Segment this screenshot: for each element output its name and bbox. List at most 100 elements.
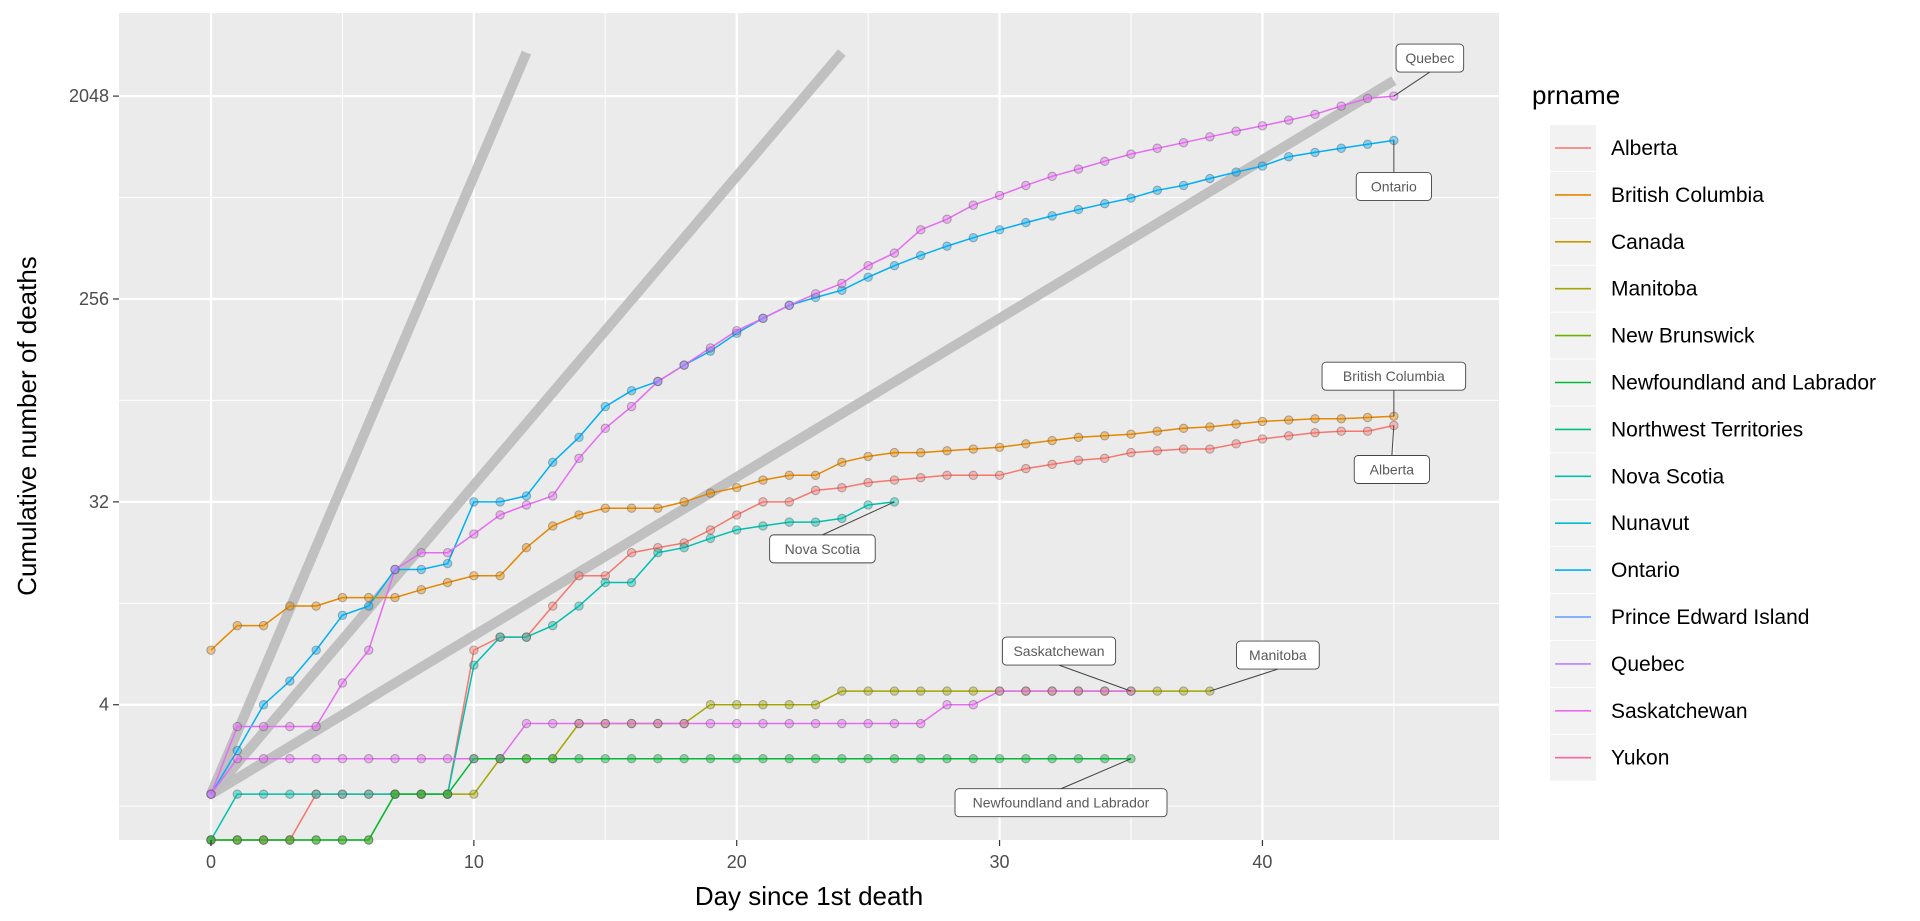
- point-british-columbia: [1284, 415, 1294, 425]
- series-line-ontario: [210, 139, 1395, 795]
- x-axis: 0 10 20 30 40: [206, 840, 1272, 872]
- point-newfoundland-and-labrador: [364, 835, 374, 845]
- point-ontario: [232, 745, 242, 756]
- point-newfoundland-and-labrador: [626, 754, 637, 764]
- point-saskatchewan: [311, 754, 321, 764]
- callout-leader: [822, 501, 895, 536]
- point-quebec: [889, 248, 900, 258]
- point-ontario: [521, 491, 532, 501]
- point-newfoundland-and-labrador: [285, 835, 295, 845]
- point-quebec: [810, 289, 821, 299]
- callout-ontario: Ontario: [1355, 140, 1432, 201]
- point-nova-scotia: [863, 500, 873, 510]
- point-ontario: [416, 564, 426, 575]
- point-newfoundland-and-labrador: [416, 789, 426, 799]
- point-saskatchewan: [863, 718, 873, 729]
- point-quebec: [916, 225, 926, 235]
- point-manitoba: [810, 700, 821, 710]
- point-alberta: [232, 835, 242, 845]
- legend-label: Canada: [1611, 231, 1685, 254]
- point-newfoundland-and-labrador: [810, 754, 821, 764]
- point-saskatchewan: [1021, 686, 1031, 696]
- point-manitoba: [442, 789, 453, 799]
- point-alberta: [837, 482, 847, 493]
- point-british-columbia: [705, 488, 716, 498]
- point-british-columbia: [495, 571, 505, 581]
- point-manitoba: [1178, 686, 1189, 696]
- callout-box: [769, 534, 876, 564]
- point-quebec: [1021, 180, 1031, 191]
- point-saskatchewan: [784, 718, 794, 729]
- point-quebec: [548, 491, 558, 501]
- point-alberta: [679, 538, 689, 548]
- point-british-columbia: [469, 571, 479, 581]
- x-tick-label: 20: [727, 852, 747, 872]
- point-alberta: [1284, 431, 1294, 441]
- point-saskatchewan: [626, 718, 637, 729]
- point-nova-scotia: [337, 789, 348, 799]
- point-manitoba: [364, 835, 374, 845]
- point-quebec: [679, 360, 689, 370]
- point-newfoundland-and-labrador: [863, 754, 873, 764]
- point-quebec: [285, 721, 295, 732]
- point-british-columbia: [364, 592, 374, 603]
- callout-label: Alberta: [1370, 461, 1415, 477]
- point-alberta: [942, 470, 952, 481]
- point-saskatchewan: [968, 700, 978, 710]
- point-british-columbia: [1205, 422, 1215, 432]
- y-axis: 4 32 256 2048: [69, 86, 119, 715]
- point-saskatchewan: [732, 718, 742, 729]
- point-nova-scotia: [364, 789, 374, 799]
- point-british-columbia: [1047, 435, 1057, 446]
- point-quebec: [337, 678, 348, 688]
- callout-leader: [1393, 71, 1431, 97]
- point-quebec: [390, 564, 400, 575]
- legend-label: Manitoba: [1611, 278, 1698, 301]
- callout-label: Quebec: [1405, 50, 1454, 66]
- point-alberta: [732, 510, 742, 520]
- point-ontario: [364, 601, 374, 611]
- point-british-columbia: [1152, 426, 1162, 436]
- point-ontario: [994, 225, 1005, 235]
- point-british-columbia: [442, 577, 453, 588]
- point-ontario: [600, 401, 610, 412]
- point-nova-scotia: [810, 517, 821, 527]
- point-ontario: [1100, 198, 1110, 209]
- point-saskatchewan: [679, 718, 689, 729]
- point-manitoba: [1021, 686, 1031, 696]
- point-manitoba: [1152, 686, 1162, 696]
- point-newfoundland-and-labrador: [311, 835, 321, 845]
- point-alberta: [1205, 444, 1215, 454]
- point-saskatchewan: [810, 718, 821, 729]
- point-british-columbia: [784, 470, 794, 481]
- point-manitoba: [416, 789, 426, 799]
- point-ontario: [889, 261, 900, 271]
- point-newfoundland-and-labrador: [574, 754, 584, 764]
- point-ontario: [732, 328, 742, 339]
- callout-label: Nova Scotia: [785, 541, 861, 557]
- point-ontario: [1178, 180, 1189, 191]
- callout-label: Manitoba: [1249, 647, 1307, 663]
- point-newfoundland-and-labrador: [679, 754, 689, 764]
- point-manitoba: [732, 700, 742, 710]
- point-british-columbia: [1126, 429, 1136, 439]
- legend-item-northwest-territories: Northwest Territories: [1550, 406, 1803, 453]
- point-quebec: [758, 313, 768, 324]
- point-british-columbia: [1231, 419, 1241, 429]
- point-saskatchewan: [521, 718, 532, 729]
- point-ontario: [679, 360, 689, 370]
- point-manitoba: [679, 718, 689, 729]
- callout-box: [1236, 640, 1320, 670]
- point-saskatchewan: [206, 789, 216, 799]
- point-manitoba: [968, 686, 978, 696]
- point-nova-scotia: [521, 632, 532, 642]
- point-british-columbia: [653, 503, 663, 513]
- point-newfoundland-and-labrador: [968, 754, 978, 764]
- point-british-columbia: [758, 475, 768, 485]
- point-newfoundland-and-labrador: [732, 754, 742, 764]
- legend-item-british-columbia: British Columbia: [1550, 171, 1764, 218]
- point-saskatchewan: [285, 754, 295, 764]
- reference-line-1: [206, 50, 532, 797]
- y-tick-label: 32: [89, 492, 109, 512]
